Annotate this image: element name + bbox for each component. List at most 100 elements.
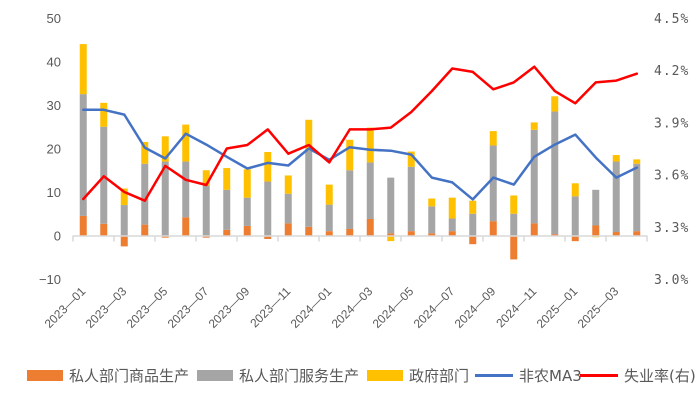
bar-segment (223, 168, 231, 190)
right-tick-label: 3.9% (654, 116, 689, 131)
bar-segment (530, 223, 538, 236)
bar-segment (141, 224, 149, 236)
bar-segment (243, 225, 251, 236)
legend-line-nfp-ma3 (475, 373, 513, 377)
bar-segment (510, 213, 518, 236)
x-tick-label: 2024—07 (411, 284, 458, 331)
bar-segment (428, 206, 436, 234)
bar-segment (510, 235, 518, 260)
bar-segment (284, 175, 292, 194)
bar-segment (448, 197, 456, 219)
bar-segment (428, 233, 436, 236)
bar-segment (592, 189, 600, 226)
bar-segment (469, 235, 477, 245)
bar-segment (325, 184, 333, 205)
legend-label-services: 私人部门服务生产 (239, 366, 360, 385)
bar-segment (284, 193, 292, 224)
unemployment-line (82, 65, 639, 202)
bar-segment (100, 102, 108, 127)
line-series (82, 65, 639, 202)
bar-segment (161, 136, 169, 162)
bar-segment (387, 233, 395, 236)
chart-legend: 私人部门商品生产 私人部门服务生产 政府部门 非农MA3 失业率(右) (0, 362, 700, 388)
bar-segment (182, 124, 190, 162)
legend-label-government: 政府部门 (409, 366, 470, 385)
bar-segment (551, 111, 559, 235)
right-y-axis: 3.0% 3.3% 3.6% 3.9% 4.2% 4.5% (654, 12, 689, 288)
bar-segment (612, 155, 620, 162)
bar-segment (161, 161, 169, 236)
left-tick-label: 10 (47, 185, 61, 200)
x-tick-label: 2024—05 (370, 284, 417, 331)
bar-segment (633, 159, 641, 164)
bar-segment (346, 228, 354, 236)
bar-segment (366, 127, 374, 163)
bar-segment (592, 225, 600, 236)
left-y-axis: −10 0 10 20 30 40 50 (39, 11, 61, 287)
bar-segment (571, 196, 579, 236)
bar-segment (120, 188, 128, 206)
x-tick-label: 2024—11 (493, 284, 539, 330)
x-tick-label: 2024—01 (288, 284, 335, 331)
x-tick-label: 2023—01 (42, 284, 89, 331)
bar-segment (305, 119, 313, 151)
x-tick-label: 2024—03 (329, 284, 376, 331)
bar-segment (366, 162, 374, 219)
bar-segment (448, 231, 456, 236)
x-axis-labels: 2023—012023—032023—052023—072023—092023—… (42, 284, 622, 331)
bar-segment (223, 229, 231, 236)
x-tick-label: 2025—03 (575, 284, 622, 331)
x-tick-label: 2023—07 (165, 284, 212, 331)
bar-segment (489, 221, 497, 236)
bar-segment (387, 235, 395, 242)
bar-segment (182, 161, 190, 218)
stacked-bars (79, 44, 641, 260)
legend-item-services: 私人部门服务生产 (197, 362, 359, 388)
bar-segment (243, 197, 251, 226)
left-tick-label: 50 (47, 11, 61, 26)
bar-segment (407, 231, 415, 236)
bar-segment (79, 94, 87, 216)
bar-segment (120, 235, 128, 247)
legend-label-goods: 私人部门商品生产 (69, 366, 190, 385)
bar-segment (141, 141, 149, 164)
x-tick-label: 2023—09 (206, 284, 253, 331)
right-tick-label: 3.0% (654, 273, 689, 288)
bar-segment (223, 189, 231, 230)
bar-segment (633, 231, 641, 236)
left-tick-label: 30 (47, 98, 61, 113)
bar-segment (79, 215, 87, 236)
bar-segment (346, 139, 354, 171)
bar-segment (182, 217, 190, 236)
nfp-ma3-line (82, 108, 639, 201)
legend-swatch-goods (27, 369, 63, 381)
right-tick-label: 4.2% (654, 64, 689, 79)
left-tick-label: 40 (47, 55, 61, 70)
legend-item-goods: 私人部门商品生产 (27, 362, 189, 388)
right-tick-label: 4.5% (654, 12, 689, 27)
bar-segment (264, 151, 272, 182)
bar-segment (530, 129, 538, 224)
left-tick-label: 0 (54, 229, 61, 244)
bar-segment (305, 150, 313, 227)
bar-segment (489, 145, 497, 222)
x-tick-label: 2025—01 (534, 284, 581, 331)
bar-segment (510, 195, 518, 214)
x-axis (72, 235, 648, 242)
bar-segment (551, 234, 559, 236)
bar-segment (325, 231, 333, 236)
bar-segment (571, 183, 579, 197)
legend-line-unemployment (580, 373, 618, 377)
bar-segment (79, 44, 87, 95)
left-tick-label: 20 (47, 142, 61, 157)
bar-segment (428, 198, 436, 207)
bar-segment (612, 161, 620, 233)
bar-segment (530, 122, 538, 130)
bar-segment (284, 223, 292, 236)
bar-segment (325, 204, 333, 232)
bar-segment (407, 151, 415, 167)
x-tick-label: 2023—05 (124, 284, 171, 331)
bar-segment (407, 166, 415, 232)
right-tick-label: 3.3% (654, 221, 689, 236)
